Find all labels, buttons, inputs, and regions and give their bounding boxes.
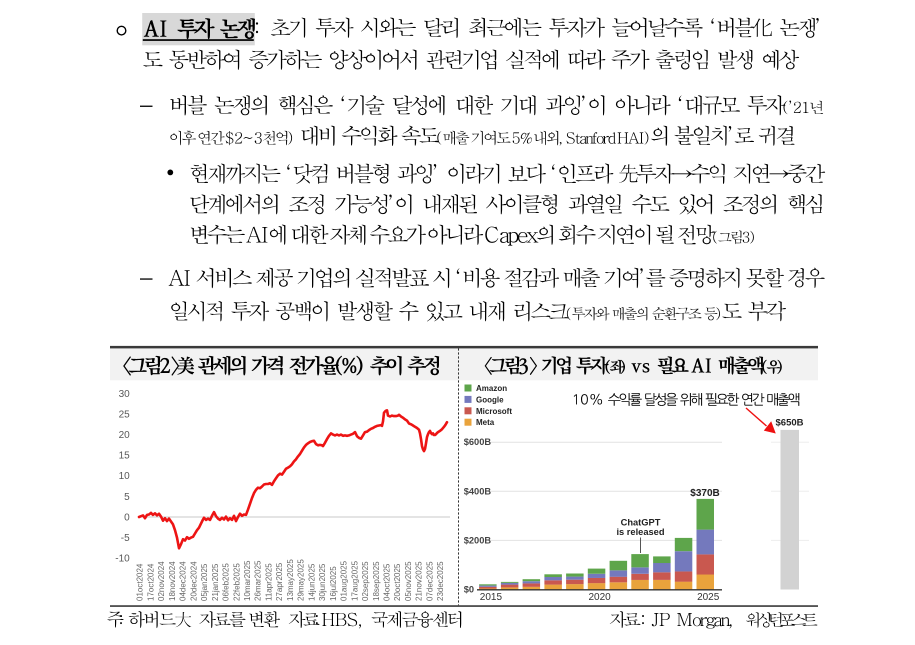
svg-text:13may2025: 13may2025 [286, 559, 295, 601]
svg-text:Microsoft: Microsoft [476, 407, 512, 416]
svg-text:14jun2025: 14jun2025 [307, 563, 316, 601]
svg-text:27apr2025: 27apr2025 [275, 562, 284, 601]
svg-text:$600B: $600B [464, 437, 492, 447]
svg-text:$370B: $370B [690, 488, 719, 499]
svg-text:20oct2025: 20oct2025 [393, 563, 402, 601]
svg-text:22feb2025: 22feb2025 [232, 563, 241, 601]
svg-text:02sep2025: 02sep2025 [361, 561, 370, 601]
svg-text:is released: is released [616, 527, 664, 537]
svg-text:Google: Google [476, 395, 504, 404]
svg-text:18sep2025: 18sep2025 [372, 561, 381, 601]
svg-text:0: 0 [124, 512, 130, 523]
svg-text:-10: -10 [115, 554, 130, 565]
svg-text:2020: 2020 [588, 592, 611, 603]
svg-text:Amazon: Amazon [476, 384, 507, 393]
svg-text:21jan2025: 21jan2025 [211, 563, 220, 601]
svg-text:07dec2025: 07dec2025 [425, 561, 434, 601]
svg-text:$650B: $650B [776, 417, 804, 428]
svg-text:20: 20 [119, 430, 131, 441]
svg-text:10: 10 [119, 471, 131, 482]
svg-text:23dec2025: 23dec2025 [436, 561, 445, 601]
svg-text:17aug2025: 17aug2025 [350, 560, 359, 601]
svg-text:25: 25 [119, 409, 131, 420]
svg-text:21nov2025: 21nov2025 [415, 561, 424, 601]
svg-text:$200B: $200B [464, 535, 492, 545]
svg-text:5: 5 [124, 492, 130, 503]
svg-text:16jul2025: 16jul2025 [329, 566, 338, 601]
svg-text:29may2025: 29may2025 [297, 559, 306, 601]
svg-text:02nov2024: 02nov2024 [157, 561, 166, 601]
svg-text:18nov2024: 18nov2024 [168, 561, 177, 601]
svg-text:2025: 2025 [697, 592, 720, 603]
svg-text:30: 30 [119, 389, 131, 400]
svg-text:Meta: Meta [476, 418, 495, 427]
svg-text:26mar2025: 26mar2025 [254, 560, 263, 601]
svg-text:ChatGPT: ChatGPT [621, 517, 661, 527]
svg-text:$0: $0 [464, 585, 474, 595]
svg-text:04oct2025: 04oct2025 [383, 563, 392, 601]
svg-text:05nov2025: 05nov2025 [404, 561, 413, 601]
svg-text:20dec2024: 20dec2024 [189, 561, 198, 601]
svg-text:05jan2025: 05jan2025 [200, 563, 209, 601]
svg-text:11apr2025: 11apr2025 [265, 563, 274, 601]
svg-text:04dec2024: 04dec2024 [179, 561, 188, 601]
svg-text:2015: 2015 [480, 592, 503, 603]
svg-text:$400B: $400B [464, 486, 492, 496]
svg-text:17oct2024: 17oct2024 [146, 563, 155, 601]
svg-text:01oct2024: 01oct2024 [136, 563, 145, 601]
svg-text:01aug2025: 01aug2025 [340, 560, 349, 601]
svg-text:06feb2025: 06feb2025 [222, 563, 231, 601]
svg-text:-5: -5 [121, 533, 130, 544]
svg-text:15: 15 [119, 451, 131, 462]
svg-text:10mar2025: 10mar2025 [243, 560, 252, 601]
svg-text:30jun2025: 30jun2025 [318, 563, 327, 601]
